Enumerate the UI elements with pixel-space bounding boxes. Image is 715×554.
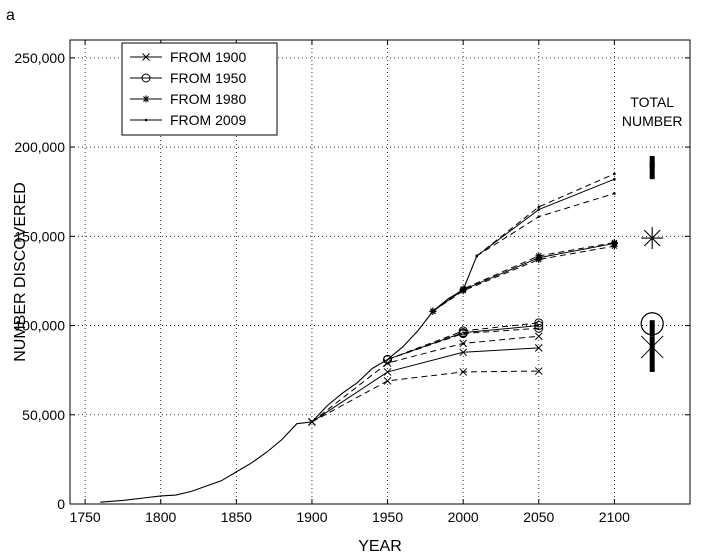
grid bbox=[70, 40, 690, 505]
marker-x bbox=[640, 335, 664, 359]
series-line bbox=[432, 245, 615, 312]
marker-x bbox=[534, 367, 543, 375]
marker-star bbox=[459, 285, 467, 293]
marker-circle bbox=[141, 73, 151, 83]
x-tick-label: 1800 bbox=[145, 509, 176, 525]
plot-frame bbox=[69, 39, 691, 505]
total-marker-dot bbox=[649, 162, 655, 168]
x-axis-title: YEAR bbox=[358, 538, 402, 554]
marker-dot bbox=[537, 208, 541, 211]
historical-line bbox=[100, 255, 478, 503]
marker-dot bbox=[537, 205, 541, 209]
total-marker-center bbox=[650, 321, 655, 326]
series-line bbox=[311, 347, 539, 423]
marker-x bbox=[459, 348, 468, 357]
x-axis-ticks: 1750 1800 1850 1900 1950 2000 2050 2100 bbox=[70, 40, 630, 525]
marker-x bbox=[534, 332, 543, 341]
series-markers bbox=[308, 172, 618, 426]
marker-star bbox=[142, 95, 150, 103]
marker-circle bbox=[534, 318, 544, 328]
marker-dot bbox=[613, 177, 616, 181]
marker-star bbox=[610, 242, 618, 250]
marker-dot bbox=[144, 118, 148, 122]
marker-circle bbox=[534, 321, 544, 331]
marker-circle bbox=[458, 326, 468, 336]
marker-x bbox=[534, 343, 543, 352]
legend-label-2009: FROM 2009 bbox=[170, 112, 246, 128]
marker-circle bbox=[458, 329, 468, 339]
series-line bbox=[476, 178, 615, 257]
y-tick-label: 100,000 bbox=[14, 318, 65, 334]
total-number-markers bbox=[640, 156, 664, 372]
marker-circle bbox=[534, 323, 544, 333]
marker-x bbox=[459, 368, 468, 376]
series-line bbox=[387, 327, 539, 360]
x-tick-label: 1950 bbox=[372, 509, 403, 525]
total-marker-circle bbox=[640, 312, 664, 336]
marker-circle bbox=[383, 354, 393, 364]
legend-label-1950: FROM 1950 bbox=[170, 70, 246, 86]
legend-label-1980: FROM 1980 bbox=[170, 91, 246, 107]
marker-x bbox=[308, 418, 316, 426]
marker-star bbox=[641, 227, 664, 250]
marker-dot bbox=[613, 192, 616, 195]
marker-x bbox=[142, 53, 150, 61]
series-line bbox=[311, 335, 539, 423]
x-tick-label: 1900 bbox=[296, 509, 327, 525]
marker-star bbox=[535, 252, 543, 260]
x-tick-label: 1750 bbox=[70, 509, 101, 525]
series-line bbox=[432, 242, 615, 312]
series-line bbox=[311, 370, 539, 423]
y-tick-label: 0 bbox=[57, 496, 65, 512]
marker-star bbox=[535, 256, 543, 264]
x-tick-label: 2000 bbox=[448, 509, 479, 525]
legend-label-1900: FROM 1900 bbox=[170, 49, 246, 65]
series-line bbox=[476, 173, 615, 257]
y-tick-label: 150,000 bbox=[14, 228, 65, 244]
marker-dot bbox=[613, 172, 616, 176]
y-axis-ticks: 0 50,000 100,000 150,000 200,000 250,000 bbox=[14, 50, 690, 512]
total-number-label-line2: NUMBER bbox=[622, 113, 683, 129]
panel-letter: a bbox=[6, 7, 15, 24]
marker-x bbox=[383, 368, 392, 376]
x-tick-label: 1850 bbox=[221, 509, 252, 525]
series-line bbox=[432, 242, 615, 312]
marker-star bbox=[429, 307, 437, 315]
marker-x bbox=[383, 377, 392, 385]
y-axis-title: NUMBER DISCOVERED bbox=[12, 182, 29, 362]
total-number-label-line1: TOTAL bbox=[630, 94, 674, 110]
series-line bbox=[387, 322, 539, 360]
y-tick-label: 250,000 bbox=[14, 50, 65, 66]
marker-star bbox=[610, 239, 618, 247]
marker-dot bbox=[537, 215, 541, 218]
x-tick-label: 2050 bbox=[523, 509, 554, 525]
x-tick-label: 2100 bbox=[599, 509, 630, 525]
marker-dot bbox=[475, 254, 479, 258]
y-tick-label: 200,000 bbox=[14, 139, 65, 155]
marker-x bbox=[459, 339, 468, 348]
y-tick-label: 50,000 bbox=[22, 407, 65, 423]
legend: FROM 1900 FROM 1950 FROM 1980 FROM 2009 bbox=[121, 42, 278, 136]
series-line bbox=[387, 325, 539, 360]
